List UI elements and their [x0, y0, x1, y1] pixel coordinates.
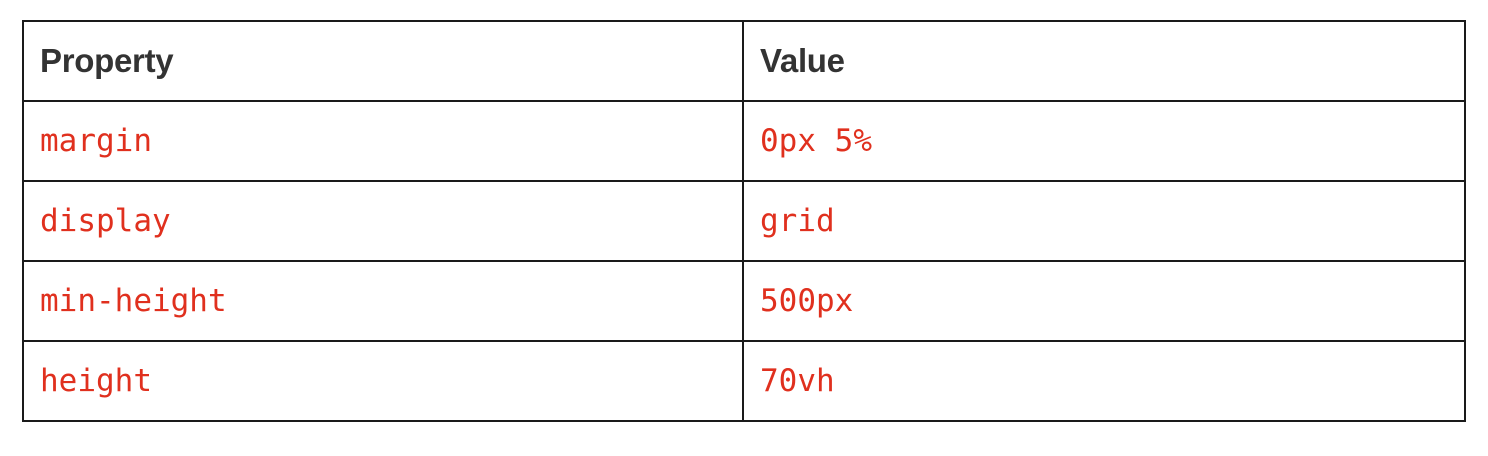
property-cell: display: [22, 180, 744, 262]
property-cell: min-height: [22, 260, 744, 342]
table-row: display grid: [22, 180, 1466, 262]
property-table-container: Property Value margin 0px 5% display gri…: [22, 20, 1466, 422]
column-header-value: Value: [742, 20, 1466, 102]
table-header-row: Property Value: [22, 20, 1466, 102]
value-cell: 70vh: [742, 340, 1466, 422]
value-cell: grid: [742, 180, 1466, 262]
property-cell: height: [22, 340, 744, 422]
table-row: height 70vh: [22, 340, 1466, 422]
column-header-property: Property: [22, 20, 744, 102]
table-row: min-height 500px: [22, 260, 1466, 342]
property-cell: margin: [22, 100, 744, 182]
table-row: margin 0px 5%: [22, 100, 1466, 182]
value-cell: 0px 5%: [742, 100, 1466, 182]
property-table: Property Value margin 0px 5% display gri…: [22, 20, 1466, 422]
value-cell: 500px: [742, 260, 1466, 342]
